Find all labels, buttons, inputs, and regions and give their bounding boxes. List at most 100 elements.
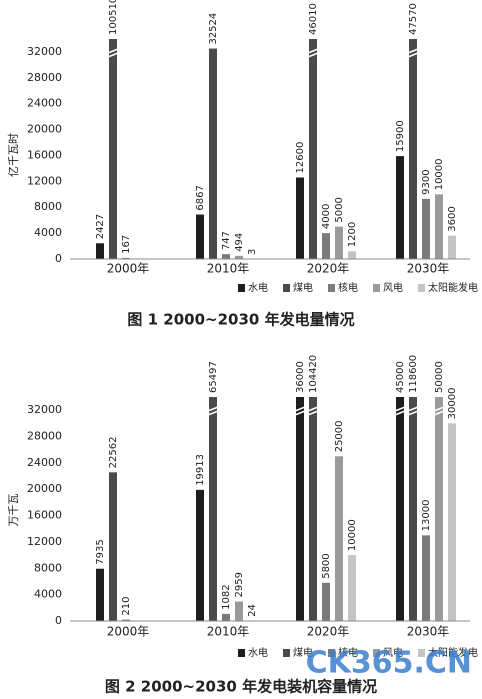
x-tick-label: 2000年 xyxy=(107,262,150,276)
y-tick-label: 8000 xyxy=(34,561,62,574)
legend-swatch xyxy=(418,649,425,657)
value-label: 36000 xyxy=(295,361,306,393)
value-label: 9300 xyxy=(421,169,432,194)
y-tick-label: 0 xyxy=(55,614,62,627)
break-mark xyxy=(407,52,419,58)
break-mark xyxy=(307,410,319,416)
legend-label: 太阳能发电 xyxy=(428,646,478,659)
value-label: 4000 xyxy=(321,204,332,229)
bar xyxy=(435,194,443,259)
bar xyxy=(448,235,456,259)
bar xyxy=(448,423,456,621)
value-label: 104420 xyxy=(308,355,319,393)
x-tick-label: 2020年 xyxy=(307,625,350,639)
bar xyxy=(235,255,243,259)
x-tick-label: 2030年 xyxy=(407,262,450,276)
value-label: 747 xyxy=(221,231,232,250)
bar xyxy=(296,397,304,621)
value-label: 15900 xyxy=(395,120,406,152)
value-label: 32524 xyxy=(208,13,219,45)
bar xyxy=(235,601,243,621)
x-tick-label: 2010年 xyxy=(207,262,250,276)
legend-swatch xyxy=(283,284,290,292)
value-label: 19913 xyxy=(195,454,206,486)
value-label: 2959 xyxy=(234,572,245,597)
bar xyxy=(348,555,356,621)
bars xyxy=(96,397,456,621)
break-mark xyxy=(107,52,119,58)
y-tick-label: 20000 xyxy=(27,123,62,136)
legend-label: 太阳能发电 xyxy=(428,281,478,294)
bar xyxy=(122,619,130,621)
value-label: 494 xyxy=(234,233,245,252)
bar xyxy=(335,226,343,259)
break-mark xyxy=(407,410,419,416)
value-label: 46010 xyxy=(308,3,319,35)
x-tick-label: 2000年 xyxy=(107,625,150,639)
legend-label: 煤电 xyxy=(293,281,313,294)
value-label: 1200 xyxy=(347,222,358,247)
bar xyxy=(122,257,130,259)
value-label: 45000 xyxy=(395,361,406,393)
value-label: 1082 xyxy=(221,584,232,609)
y-tick-label: 0 xyxy=(55,252,62,265)
break-mark xyxy=(433,410,445,416)
value-label: 100510 xyxy=(108,0,119,35)
value-label: 5800 xyxy=(321,553,332,578)
value-label: 65497 xyxy=(208,361,219,393)
bar xyxy=(196,214,204,259)
bar xyxy=(109,39,117,259)
y-tick-label: 12000 xyxy=(27,174,62,187)
y-tick-label: 16000 xyxy=(27,148,62,161)
bar xyxy=(322,582,330,621)
bars xyxy=(96,39,456,259)
value-label: 118600 xyxy=(408,355,419,393)
value-label: 12600 xyxy=(295,142,306,174)
x-tick-label: 2030年 xyxy=(407,625,450,639)
bar xyxy=(435,397,443,621)
legend-label: 风电 xyxy=(383,281,403,294)
value-label: 2427 xyxy=(95,214,106,239)
break-mark xyxy=(407,406,419,412)
bar xyxy=(96,243,104,259)
legend-label: 煤电 xyxy=(293,646,313,659)
break-mark xyxy=(294,410,306,416)
bar xyxy=(409,397,417,621)
legend-label: 核电 xyxy=(338,646,358,659)
value-label: 6867 xyxy=(195,185,206,210)
watermark: CK365.CN xyxy=(306,646,472,681)
value-label: 5000 xyxy=(334,197,345,222)
break-mark xyxy=(407,48,419,54)
bar xyxy=(335,456,343,621)
legend-label: 水电 xyxy=(248,646,268,659)
value-label: 47570 xyxy=(408,3,419,35)
value-label: 10000 xyxy=(347,519,358,551)
legend-label: 核电 xyxy=(338,281,358,294)
y-tick-label: 28000 xyxy=(27,71,62,84)
value-label: 22562 xyxy=(108,437,119,469)
chart-title: 图 2 2000~2030 年发电装机容量情况 xyxy=(105,678,377,696)
value-label: 13000 xyxy=(421,500,432,532)
legend-swatch xyxy=(328,649,335,657)
y-tick-label: 4000 xyxy=(34,226,62,239)
value-label: 167 xyxy=(121,235,132,254)
x-tick-label: 2020年 xyxy=(307,262,350,276)
legend-swatch xyxy=(238,649,245,657)
break-mark xyxy=(433,406,445,412)
value-label: 25000 xyxy=(334,420,345,452)
bar xyxy=(96,568,104,621)
bar xyxy=(422,198,430,259)
bar xyxy=(409,39,417,259)
legend-swatch xyxy=(328,284,335,292)
break-mark xyxy=(394,410,406,416)
y-axis-label: 万千瓦 xyxy=(7,494,20,527)
y-tick-label: 28000 xyxy=(27,430,62,443)
legend-swatch xyxy=(373,649,380,657)
bar xyxy=(309,397,317,621)
bar xyxy=(348,251,356,259)
bar xyxy=(109,472,117,621)
value-label: 3 xyxy=(247,249,258,255)
break-mark xyxy=(394,406,406,412)
break-mark xyxy=(107,48,119,54)
